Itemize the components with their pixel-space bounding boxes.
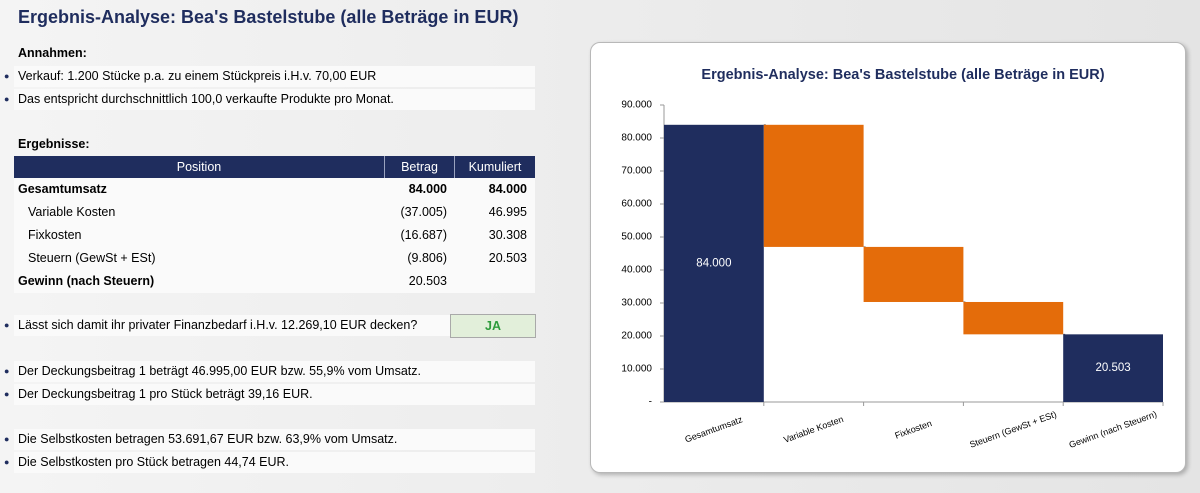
table-header: Kumuliert — [455, 156, 535, 178]
y-tick-label: 70.000 — [621, 166, 652, 177]
cell: (9.806) — [407, 251, 447, 265]
table-row: Gewinn (nach Steuern) 20.503 — [14, 270, 535, 293]
chart-title: Ergebnis-Analyse: Bea's Bastelstube (all… — [701, 67, 1104, 83]
table-row: Fixkosten (16.687) 30.308 — [14, 224, 535, 247]
bullet-text: Der Deckungsbeitrag 1 pro Stück beträgt … — [18, 387, 313, 401]
table-row: Variable Kosten (37.005) 46.995 — [14, 201, 535, 224]
x-tick-label: Steuern (GewSt + ESt) — [968, 409, 1058, 450]
chart-panel: Ergebnis-Analyse: Bea's Bastelstube (all… — [590, 42, 1186, 473]
cell: (37.005) — [400, 205, 447, 219]
bullet-row: ● Lässt sich damit ihr privater Finanzbed… — [4, 315, 535, 336]
bullet-row: ● Der Deckungsbeitrag 1 beträgt 46.995,00… — [4, 361, 535, 382]
y-tick-label: - — [649, 397, 652, 408]
bullet-text: Das entspricht durchschnittlich 100,0 ve… — [18, 92, 394, 106]
y-tick-label: 90.000 — [621, 100, 652, 111]
cell: 46.995 — [488, 205, 527, 219]
cell: 84.000 — [408, 182, 447, 196]
chart: Ergebnis-Analyse: Bea's Bastelstube (all… — [621, 67, 1164, 450]
cell: Gesamtumsatz — [18, 182, 107, 196]
page-title: Ergebnis-Analyse: Bea's Bastelstube (all… — [18, 7, 519, 27]
x-tick-label: Gesamtumsatz — [684, 414, 745, 444]
cell: Variable Kosten — [28, 205, 116, 219]
cell: 20.503 — [488, 251, 527, 265]
bullet-text: Die Selbstkosten pro Stück betragen 44,7… — [18, 455, 289, 469]
bar — [1063, 334, 1163, 402]
bar — [963, 301, 1064, 335]
bullet-text: Verkauf: 1.200 Stücke p.a. zu einem Stüc… — [18, 69, 377, 83]
table-row: Steuern (GewSt + ESt) (9.806) 20.503 — [14, 247, 535, 270]
cell: 20.503 — [408, 274, 447, 288]
bullet-row: ● Die Selbstkosten betragen 53.691,67 EUR… — [4, 429, 535, 450]
results-heading: Ergebnisse: — [18, 137, 90, 151]
answer-box: JA — [450, 314, 536, 338]
y-tick-label: 10.000 — [621, 364, 652, 375]
question-text: Lässt sich damit ihr privater Finanzbeda… — [18, 318, 418, 332]
bullet-text: Der Deckungsbeitrag 1 beträgt 46.995,00 … — [18, 364, 421, 378]
y-tick-label: 30.000 — [621, 298, 652, 309]
cell: Steuern (GewSt + ESt) — [28, 251, 156, 265]
bar — [863, 246, 964, 302]
y-tick-label: 50.000 — [621, 232, 652, 243]
cell: Fixkosten — [28, 228, 82, 242]
table-header: Betrag — [385, 156, 455, 178]
bullet-row: ● Der Deckungsbeitrag 1 pro Stück beträgt… — [4, 384, 535, 405]
bullet-row: ● Die Selbstkosten pro Stück betragen 44,… — [4, 452, 535, 473]
cell: 84.000 — [488, 182, 527, 196]
x-tick-label: Variable Kosten — [782, 414, 845, 445]
assumptions-heading: Annahmen: — [18, 46, 87, 60]
cell: 30.308 — [488, 228, 527, 242]
bar — [763, 124, 864, 247]
y-tick-label: 20.000 — [621, 331, 652, 342]
cell: (16.687) — [400, 228, 447, 242]
bullet-row: ● Verkauf: 1.200 Stücke p.a. zu einem Stü… — [4, 66, 535, 87]
y-tick-label: 80.000 — [621, 133, 652, 144]
data-label: 84.000 — [696, 257, 731, 269]
bullet-row: ● Das entspricht durchschnittlich 100,0 v… — [4, 89, 535, 110]
cell: Gewinn (nach Steuern) — [18, 274, 155, 288]
y-tick-label: 40.000 — [621, 265, 652, 276]
bar — [664, 124, 764, 403]
table-row: Gesamtumsatz 84.000 84.000 — [14, 178, 535, 201]
data-label: 20.503 — [1096, 362, 1131, 374]
table-header: Position — [14, 156, 385, 178]
y-tick-label: 60.000 — [621, 199, 652, 210]
x-tick-label: Gewinn (nach Steuern) — [1068, 409, 1158, 450]
x-tick-label: Fixkosten — [893, 418, 933, 441]
bullet-text: Die Selbstkosten betragen 53.691,67 EUR … — [18, 432, 398, 446]
